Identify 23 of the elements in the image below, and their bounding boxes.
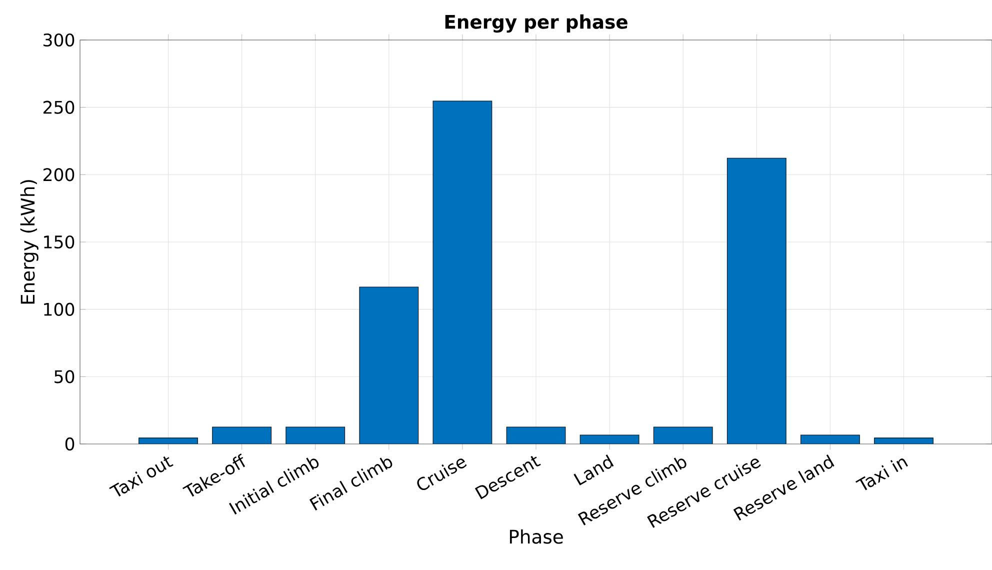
bar [726,158,786,444]
bar [874,438,934,444]
y-tick-label: 150 [44,235,74,249]
bar [138,438,198,444]
x-tick-label: Taxi out [109,456,174,497]
bar [359,286,419,444]
x-tick-label: Taxi in [856,458,908,490]
y-axis-title: Energy (kWh) [20,180,38,304]
y-tick-label: 300 [44,33,74,47]
y-tick-label: 200 [43,168,74,182]
bar [432,100,492,444]
bar [286,426,346,444]
y-tick-label: 0 [65,437,74,451]
y-tick-label: 100 [44,302,74,316]
x-axis-title: Phase [510,529,563,544]
bar [212,426,272,444]
bar [800,434,860,444]
bar [653,426,713,444]
bar [506,426,566,444]
chart-title: Energy per phase [445,14,628,33]
bar [580,434,640,444]
y-tick-label: 250 [43,100,74,114]
y-tick-label: 50 [54,370,74,384]
